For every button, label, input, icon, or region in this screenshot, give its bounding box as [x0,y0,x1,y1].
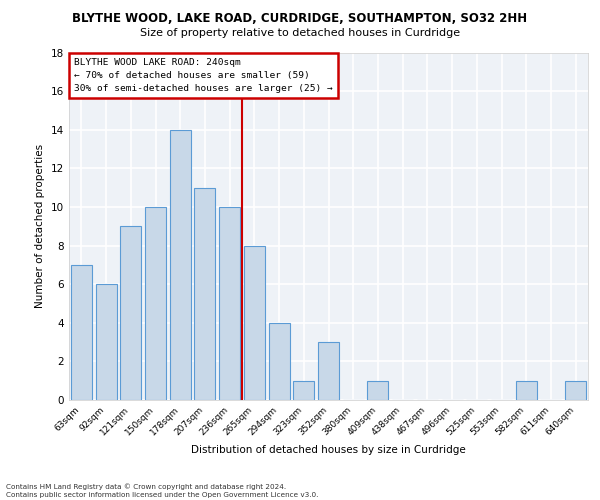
Text: BLYTHE WOOD, LAKE ROAD, CURDRIDGE, SOUTHAMPTON, SO32 2HH: BLYTHE WOOD, LAKE ROAD, CURDRIDGE, SOUTH… [73,12,527,26]
Text: Size of property relative to detached houses in Curdridge: Size of property relative to detached ho… [140,28,460,38]
Bar [145,207,166,400]
Bar [367,380,388,400]
Bar [71,265,92,400]
Bar [269,323,290,400]
X-axis label: Distribution of detached houses by size in Curdridge: Distribution of detached houses by size … [191,446,466,456]
Bar [95,284,116,400]
Text: Contains HM Land Registry data © Crown copyright and database right 2024.
Contai: Contains HM Land Registry data © Crown c… [6,484,319,498]
Bar [244,246,265,400]
Bar [293,380,314,400]
Y-axis label: Number of detached properties: Number of detached properties [35,144,46,308]
Bar [194,188,215,400]
Bar [318,342,339,400]
Text: BLYTHE WOOD LAKE ROAD: 240sqm
← 70% of detached houses are smaller (59)
30% of s: BLYTHE WOOD LAKE ROAD: 240sqm ← 70% of d… [74,58,333,93]
Bar [170,130,191,400]
Bar [120,226,141,400]
Bar [565,380,586,400]
Bar [219,207,240,400]
Bar [516,380,537,400]
